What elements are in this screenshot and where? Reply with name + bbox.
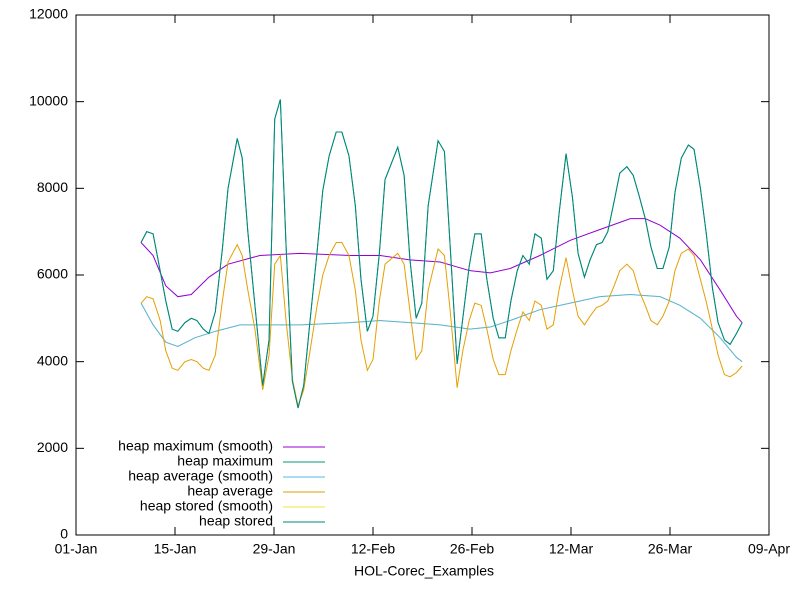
legend-label: heap average (smooth) [128,468,273,484]
x-tick-label: 26-Mar [648,541,693,557]
x-tick-label: 29-Jan [253,541,296,557]
y-tick-label: 4000 [37,352,68,368]
x-tick-label: 26-Feb [450,541,495,557]
series-line [140,293,743,363]
x-tick-label: 15-Jan [154,541,197,557]
legend-label: heap average [187,483,273,499]
series-line [140,242,743,408]
y-tick-label: 12000 [29,6,68,22]
x-tick-label: 01-Jan [55,541,98,557]
legend-label: heap stored [199,513,273,529]
y-tick-label: 0 [60,526,68,542]
y-tick-label: 2000 [37,439,68,455]
legend-label: heap stored (smooth) [140,498,273,514]
legend-label: heap maximum (smooth) [118,438,273,454]
y-tick-label: 8000 [37,179,68,195]
series-line [140,293,743,363]
x-tick-label: 12-Feb [351,541,396,557]
legend-label: heap maximum [177,453,273,469]
y-tick-label: 6000 [37,266,68,282]
y-tick-label: 10000 [29,92,68,108]
series-line [140,218,743,323]
x-axis-label: HOL-Corec_Examples [354,563,494,579]
series-line [140,99,743,409]
x-tick-label: 09-Apr [748,541,790,557]
x-tick-label: 12-Mar [549,541,594,557]
